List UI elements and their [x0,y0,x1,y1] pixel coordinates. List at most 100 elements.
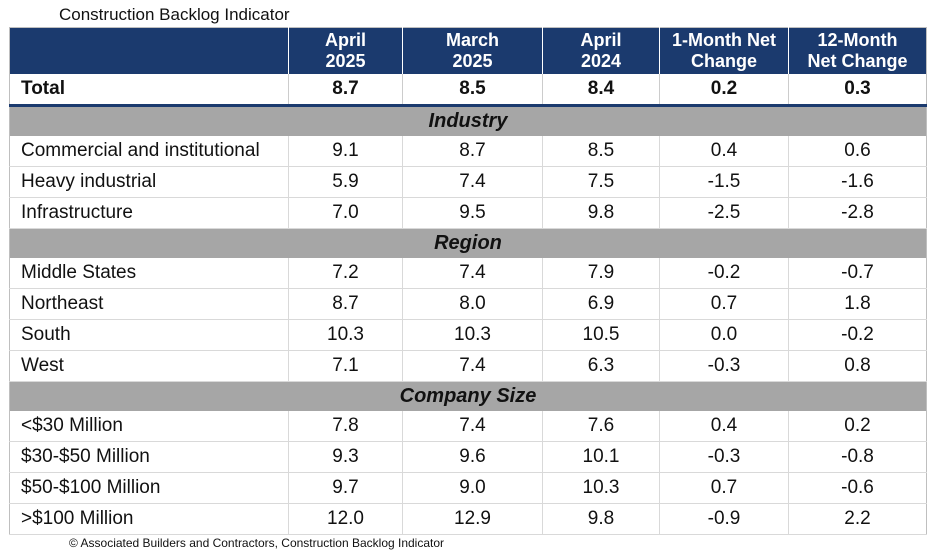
table-row: Infrastructure 7.0 9.5 9.8 -2.5 -2.8 [9,197,927,229]
value-cell: 6.3 [542,350,660,382]
value-cell: 8.7 [288,288,403,320]
value-cell: -0.7 [788,258,927,289]
chart-title: Construction Backlog Indicator [59,5,290,24]
value-cell: 0.8 [788,350,927,382]
column-header-line: 12-Month [817,30,898,50]
value-cell: 0.7 [659,288,789,320]
section-header-row: Company Size [9,381,927,411]
value-cell: 9.1 [288,136,403,167]
section-header-row: Industry [9,105,927,136]
header-label-cell [9,27,289,74]
table-row: <$30 Million 7.8 7.4 7.6 0.4 0.2 [9,411,927,442]
table-row: South 10.3 10.3 10.5 0.0 -0.2 [9,319,927,351]
value-cell: 1.8 [788,288,927,320]
column-header-line: 2024 [580,51,622,71]
value-cell: 9.8 [542,503,660,535]
column-header: April 2024 [542,27,660,74]
value-cell: 7.0 [288,197,403,229]
row-label: Northeast [9,288,289,320]
value-cell: 0.0 [659,319,789,351]
value-cell: 0.4 [659,136,789,167]
value-cell: 7.4 [402,166,543,198]
value-cell: 9.0 [402,472,543,504]
value-cell: 7.5 [542,166,660,198]
section-header: Industry [9,105,927,136]
total-row: Total 8.7 8.5 8.4 0.2 0.3 [9,74,927,107]
value-cell: -2.8 [788,197,927,229]
column-header-line: Change [690,51,757,71]
value-cell: 10.3 [288,319,403,351]
header-row: April 2025 March 2025 April 2024 1-Month Ne… [9,27,927,74]
row-label: $50-$100 Million [9,472,289,504]
value-cell: 0.4 [659,411,789,442]
value-cell: 2.2 [788,503,927,535]
value-cell: 12.9 [402,503,543,535]
table-row: Northeast 8.7 8.0 6.9 0.7 1.8 [9,288,927,320]
value-cell: 0.2 [788,411,927,442]
value-cell: 10.3 [542,472,660,504]
row-label: West [9,350,289,382]
section-header-row: Region [9,228,927,258]
value-cell: -1.5 [659,166,789,198]
value-cell: -0.3 [659,441,789,473]
row-label: >$100 Million [9,503,289,535]
value-cell: 6.9 [542,288,660,320]
value-cell: -0.9 [659,503,789,535]
value-cell: 8.7 [402,136,543,167]
value-cell: 10.1 [542,441,660,473]
column-header-line: 1-Month Net [672,30,776,50]
value-cell: 9.5 [402,197,543,229]
table-row: West 7.1 7.4 6.3 -0.3 0.8 [9,350,927,382]
value-cell: 5.9 [288,166,403,198]
value-cell: 0.7 [659,472,789,504]
row-label: Infrastructure [9,197,289,229]
row-label: Commercial and institutional [9,136,289,167]
value-cell: -0.6 [788,472,927,504]
value-cell: 8.0 [402,288,543,320]
value-cell: 8.4 [542,74,660,107]
value-cell: -2.5 [659,197,789,229]
column-header: March 2025 [402,27,543,74]
value-cell: 0.3 [788,74,927,107]
value-cell: 9.6 [402,441,543,473]
row-label: Total [9,74,289,107]
value-cell: -0.2 [659,258,789,289]
column-header-line: March [445,30,499,50]
section-header: Company Size [9,381,927,411]
row-label: <$30 Million [9,411,289,442]
value-cell: 8.7 [288,74,403,107]
column-header-line: April [324,30,366,50]
value-cell: 7.2 [288,258,403,289]
value-cell: 7.8 [288,411,403,442]
value-cell: 7.4 [402,411,543,442]
row-label: South [9,319,289,351]
value-cell: 7.6 [542,411,660,442]
value-cell: -0.3 [659,350,789,382]
column-header: April 2025 [288,27,403,74]
value-cell: 7.9 [542,258,660,289]
table-row: Commercial and institutional 9.1 8.7 8.5… [9,136,927,167]
value-cell: -1.6 [788,166,927,198]
value-cell: 12.0 [288,503,403,535]
value-cell: 7.4 [402,258,543,289]
value-cell: 9.7 [288,472,403,504]
value-cell: 0.2 [659,74,789,107]
column-header-line: Net Change [807,51,908,71]
value-cell: 9.3 [288,441,403,473]
column-header-line: 2025 [452,51,493,71]
table-row: $30-$50 Million 9.3 9.6 10.1 -0.3 -0.8 [9,441,927,473]
table-row: >$100 Million 12.0 12.9 9.8 -0.9 2.2 [9,503,927,535]
table-row: Middle States 7.2 7.4 7.9 -0.2 -0.7 [9,258,927,289]
value-cell: 7.1 [288,350,403,382]
row-label: $30-$50 Million [9,441,289,473]
column-header: 1-Month Net Change [659,27,789,74]
value-cell: 7.4 [402,350,543,382]
column-header: 12-Month Net Change [788,27,927,74]
backlog-table: April 2025 March 2025 April 2024 1-Month Ne… [9,27,927,535]
section-header: Region [9,228,927,258]
value-cell: 10.5 [542,319,660,351]
row-label: Middle States [9,258,289,289]
table-row: $50-$100 Million 9.7 9.0 10.3 0.7 -0.6 [9,472,927,504]
value-cell: 0.6 [788,136,927,167]
table-row: Heavy industrial 5.9 7.4 7.5 -1.5 -1.6 [9,166,927,198]
